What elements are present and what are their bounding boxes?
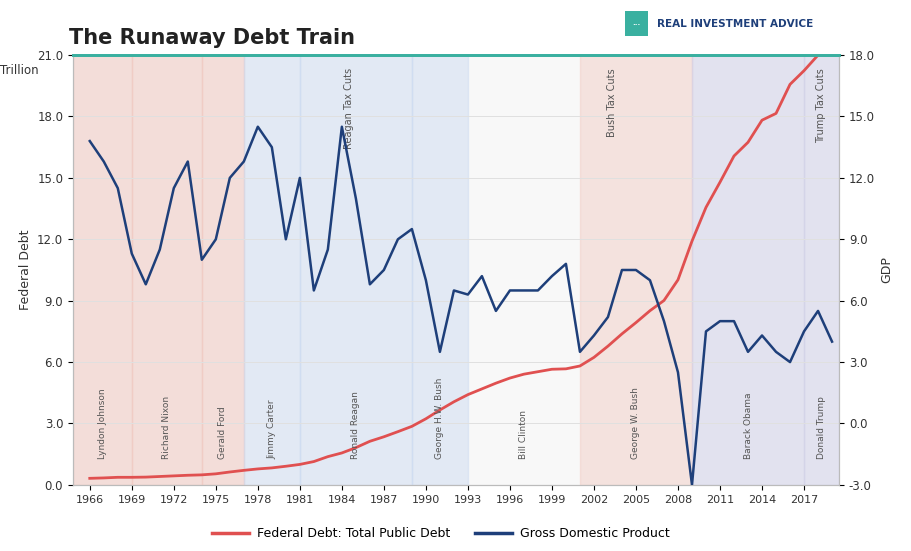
Text: George H.W. Bush: George H.W. Bush: [435, 378, 444, 459]
Text: Reagan Tax Cuts: Reagan Tax Cuts: [343, 68, 353, 149]
Text: Bill Clinton: Bill Clinton: [519, 410, 527, 459]
Bar: [579, 55, 691, 485]
Bar: [201, 55, 243, 485]
Text: Trillion: Trillion: [0, 64, 38, 77]
Text: George W. Bush: George W. Bush: [630, 387, 640, 459]
Bar: [804, 55, 838, 485]
Text: Donald Trump: Donald Trump: [816, 396, 825, 459]
Bar: [243, 55, 300, 485]
Text: Lyndon Johnson: Lyndon Johnson: [97, 388, 107, 459]
Bar: [300, 55, 412, 485]
Text: Richard Nixon: Richard Nixon: [162, 396, 171, 459]
Bar: [73, 55, 131, 485]
Legend: Federal Debt: Total Public Debt, Gross Domestic Product: Federal Debt: Total Public Debt, Gross D…: [207, 522, 674, 545]
Text: Barack Obama: Barack Obama: [742, 393, 752, 459]
Text: Ronald Reagan: Ronald Reagan: [351, 391, 360, 459]
Y-axis label: Federal Debt: Federal Debt: [18, 230, 32, 310]
Text: Jimmy Carter: Jimmy Carter: [267, 399, 276, 459]
Y-axis label: GDP: GDP: [879, 257, 893, 283]
Text: REAL INVESTMENT ADVICE: REAL INVESTMENT ADVICE: [656, 19, 812, 29]
Text: Trump Tax Cuts: Trump Tax Cuts: [815, 68, 825, 143]
Bar: [412, 55, 467, 485]
Text: ...: ...: [631, 20, 640, 26]
Text: Gerald Ford: Gerald Ford: [218, 406, 227, 459]
Text: The Runaway Debt Train: The Runaway Debt Train: [69, 28, 354, 48]
Bar: [691, 55, 804, 485]
Text: Bush Tax Cuts: Bush Tax Cuts: [607, 68, 617, 137]
Bar: [131, 55, 201, 485]
